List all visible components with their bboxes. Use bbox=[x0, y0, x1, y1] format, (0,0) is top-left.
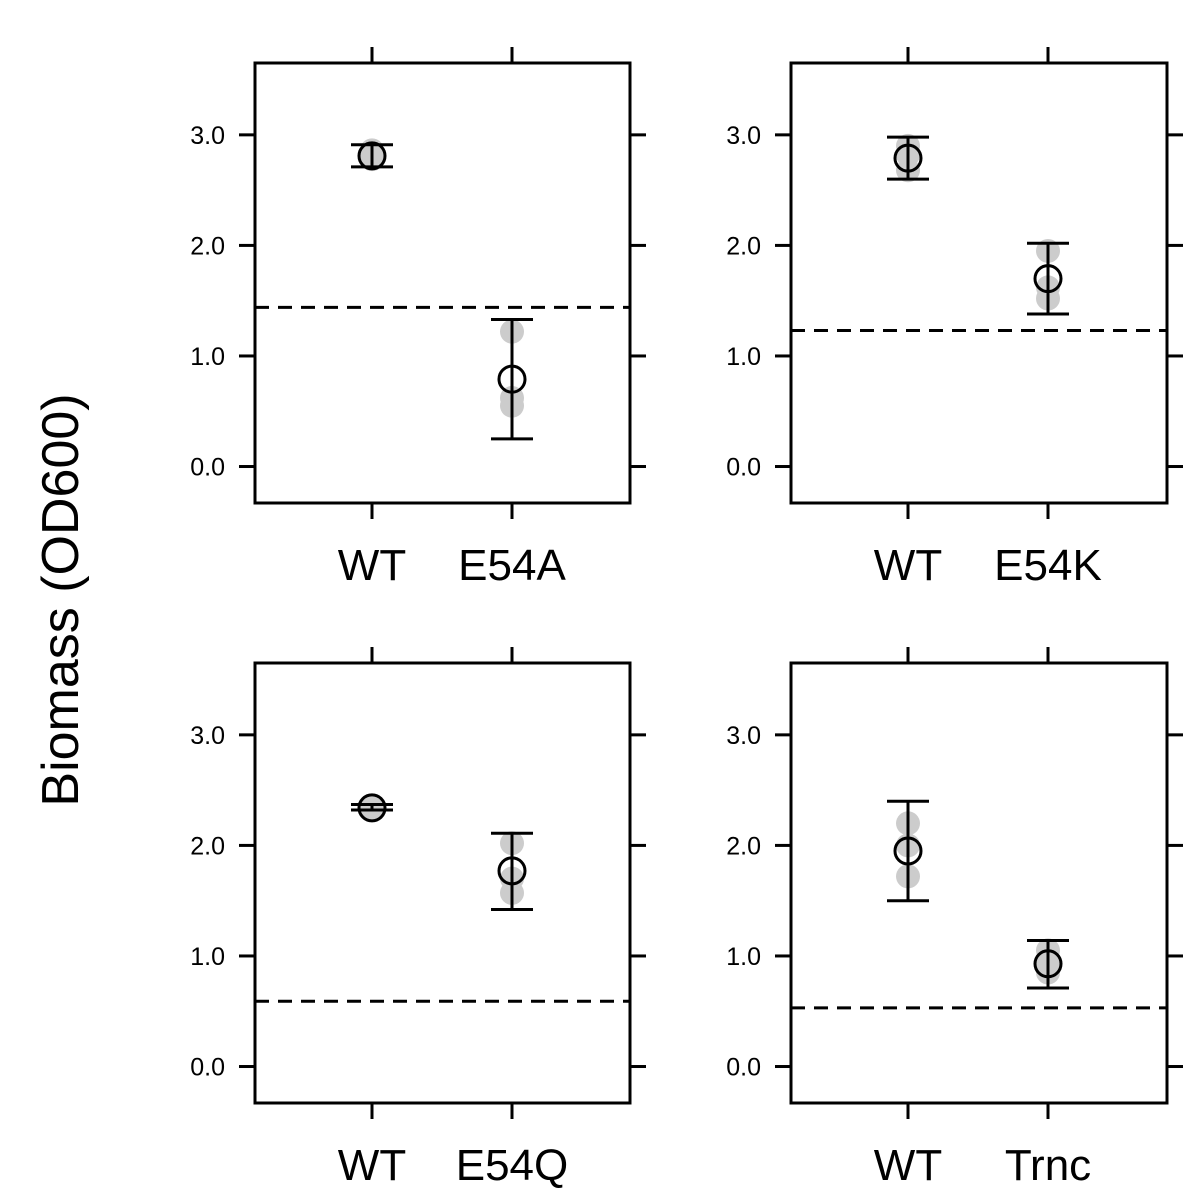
y-tick-label: 0.0 bbox=[726, 454, 761, 482]
y-tick-label: 2.0 bbox=[190, 232, 225, 260]
y-tick-label: 1.0 bbox=[190, 943, 225, 971]
x-category-label: E54K bbox=[994, 541, 1102, 590]
x-category-label: WT bbox=[338, 1141, 406, 1190]
mean-point bbox=[1033, 949, 1063, 979]
y-tick-label: 3.0 bbox=[726, 722, 761, 750]
panel-1: 0.0 1.0 2.0 3.0 WT E54A bbox=[190, 47, 646, 590]
x-category-label: E54Q bbox=[456, 1141, 569, 1190]
mean-point bbox=[357, 793, 387, 823]
mean-point bbox=[1033, 264, 1063, 294]
y-tick-label: 3.0 bbox=[726, 122, 761, 150]
y-tick-label: 1.0 bbox=[190, 343, 225, 371]
x-category-label: WT bbox=[874, 1141, 942, 1190]
panel-frame bbox=[253, 661, 632, 1105]
x-category-label: Trnc bbox=[1005, 1141, 1091, 1190]
panel-frame bbox=[789, 661, 1169, 1105]
mean-point bbox=[893, 836, 923, 866]
y-tick-label: 2.0 bbox=[726, 232, 761, 260]
panel-2: 0.0 1.0 2.0 3.0 WT E54K bbox=[726, 47, 1183, 590]
x-category-label: WT bbox=[338, 541, 406, 590]
panel-frame bbox=[789, 61, 1169, 505]
panel-frame bbox=[253, 61, 632, 505]
y-tick-label: 2.0 bbox=[190, 832, 225, 860]
mean-point bbox=[357, 141, 387, 171]
panel-grid: 0.0 1.0 2.0 3.0 WT E54A 0.0 1.0 2.0 3.0 WT E54K 0.0 1… bbox=[190, 47, 1183, 1190]
x-category-label: WT bbox=[874, 541, 942, 590]
y-tick-label: 1.0 bbox=[726, 343, 761, 371]
mean-point bbox=[497, 364, 527, 394]
y-axis-label: Biomass (OD600) bbox=[32, 393, 90, 806]
y-tick-label: 3.0 bbox=[190, 722, 225, 750]
y-tick-label: 1.0 bbox=[726, 943, 761, 971]
mean-point bbox=[893, 143, 923, 173]
y-tick-label: 0.0 bbox=[190, 1054, 225, 1082]
x-category-label: E54A bbox=[458, 541, 566, 590]
y-tick-label: 0.0 bbox=[190, 454, 225, 482]
panel-4: 0.0 1.0 2.0 3.0 WT Trnc bbox=[726, 647, 1183, 1190]
panel-3: 0.0 1.0 2.0 3.0 WT E54Q bbox=[190, 647, 646, 1190]
y-tick-label: 2.0 bbox=[726, 832, 761, 860]
mean-point bbox=[497, 856, 527, 886]
y-tick-label: 0.0 bbox=[726, 1054, 761, 1082]
y-tick-label: 3.0 bbox=[190, 122, 225, 150]
